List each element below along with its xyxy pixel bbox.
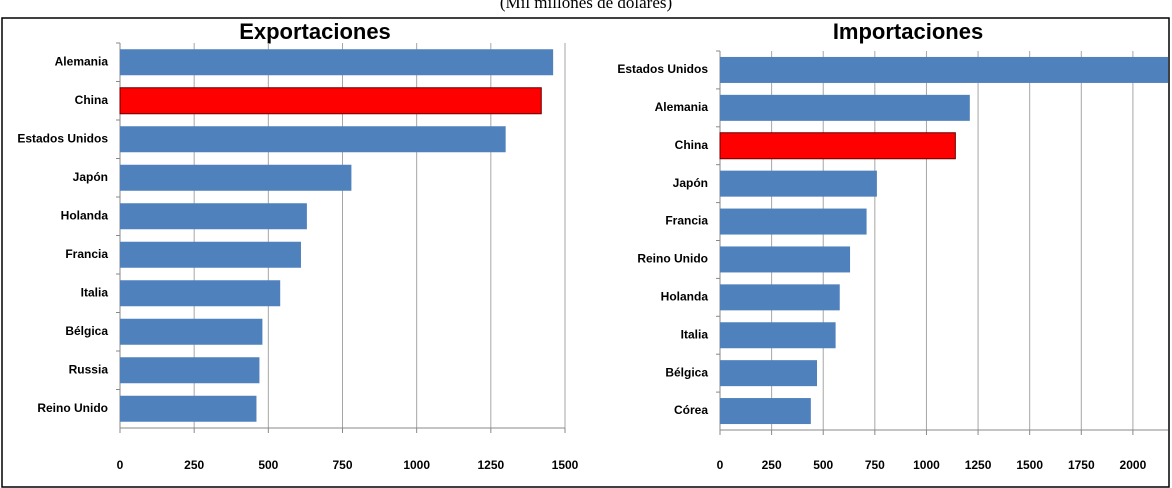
y-tick-label: China: [675, 138, 709, 152]
y-tick-label: Russia: [69, 362, 109, 376]
subtitle: (Mil millones de dólares): [500, 0, 672, 12]
bar: [120, 318, 263, 345]
bar: [720, 284, 840, 311]
x-tick-label: 0: [717, 458, 724, 472]
bar: [120, 126, 506, 153]
frame: [1, 17, 1170, 488]
x-tick-label: 1000: [403, 458, 430, 472]
x-tick-label: 250: [762, 458, 782, 472]
y-tick-label: Japón: [673, 176, 708, 190]
bar: [120, 280, 281, 307]
x-tick-label: 1250: [477, 458, 504, 472]
x-tick-label: 500: [813, 458, 833, 472]
x-tick-label: 0: [117, 458, 124, 472]
y-tick-label: Estados Unidos: [617, 62, 708, 76]
bar: [119, 87, 542, 115]
bar: [720, 170, 877, 197]
y-tick-label: Italia: [81, 285, 109, 299]
chart-title: Importaciones: [833, 19, 983, 44]
y-tick-label: Alemania: [655, 100, 709, 114]
bar: [720, 208, 867, 235]
y-tick-label: Reino Unido: [37, 401, 108, 415]
y-tick-label: Estados Unidos: [17, 131, 108, 145]
bar: [720, 398, 811, 425]
x-tick-label: 1750: [1068, 458, 1095, 472]
bar: [720, 94, 970, 121]
y-tick-label: Francia: [65, 247, 108, 261]
y-tick-label: China: [75, 93, 109, 107]
x-tick-label: 1500: [1016, 458, 1043, 472]
bar: [720, 56, 1168, 83]
y-tick-label: Bélgica: [665, 365, 708, 379]
y-tick-label: Japón: [73, 170, 108, 184]
x-tick-label: 1250: [965, 458, 992, 472]
bar: [720, 322, 836, 349]
bar: [120, 49, 554, 76]
x-tick-label: 1000: [913, 458, 940, 472]
bar: [719, 132, 956, 160]
y-tick-label: Holanda: [661, 290, 709, 304]
y-tick-label: Holanda: [61, 208, 109, 222]
bar: [120, 357, 260, 384]
bar: [120, 164, 352, 191]
x-tick-label: 250: [184, 458, 204, 472]
bar: [120, 395, 257, 422]
x-tick-label: 750: [865, 458, 885, 472]
x-tick-label: 1500: [552, 458, 579, 472]
y-tick-label: Bélgica: [65, 324, 108, 338]
x-tick-label: 500: [258, 458, 278, 472]
y-tick-label: Reino Unido: [637, 252, 708, 266]
chart-title: Exportaciones: [239, 19, 391, 44]
bar: [720, 360, 818, 387]
x-tick-label: 750: [332, 458, 352, 472]
y-tick-label: Francia: [665, 214, 708, 228]
bar: [120, 203, 307, 230]
y-tick-label: Córea: [674, 403, 708, 417]
bar: [120, 241, 301, 268]
y-tick-label: Alemania: [55, 54, 109, 68]
bar: [720, 246, 851, 273]
x-tick-label: 2000: [1120, 458, 1147, 472]
y-tick-label: Italia: [681, 327, 709, 341]
